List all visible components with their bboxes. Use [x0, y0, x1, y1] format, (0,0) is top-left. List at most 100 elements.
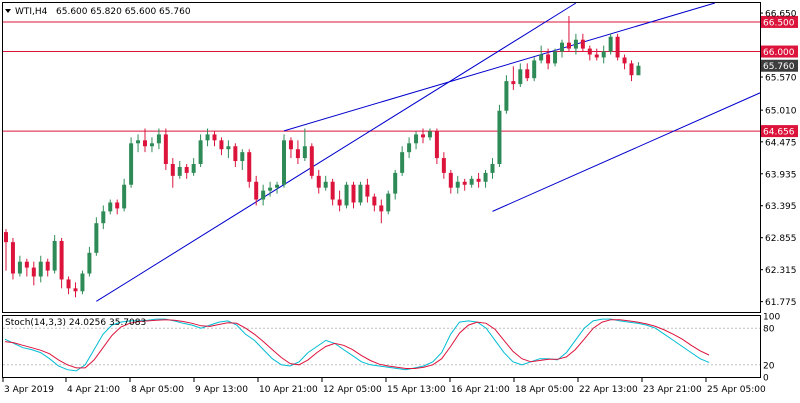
- candle: [608, 33, 613, 55]
- candle: [594, 48, 599, 61]
- candle: [427, 128, 432, 141]
- candle: [275, 181, 280, 194]
- candle-body: [233, 146, 238, 162]
- candle: [504, 75, 509, 114]
- candle-body: [365, 184, 370, 197]
- candle: [309, 143, 314, 179]
- candle: [205, 128, 210, 147]
- candle: [636, 62, 641, 76]
- candle-body: [177, 166, 182, 176]
- price-tick-label: 65.570: [765, 73, 797, 83]
- candle: [247, 149, 252, 188]
- level-price-text: 66.500: [763, 18, 795, 28]
- candle-body: [594, 54, 599, 58]
- candle: [497, 104, 502, 167]
- candle: [170, 158, 175, 188]
- candle-body: [490, 164, 495, 173]
- trend-channels: [96, 2, 761, 302]
- price-tick-label: 63.395: [765, 202, 797, 212]
- candle: [129, 137, 134, 188]
- candle: [136, 134, 141, 153]
- candle-body: [282, 140, 286, 185]
- candle-body: [462, 181, 467, 185]
- price-tick-label: 62.315: [765, 266, 797, 276]
- candle-body: [268, 187, 273, 191]
- candle-body: [539, 54, 544, 61]
- price-tick-label: 63.935: [765, 170, 797, 180]
- candle-body: [219, 140, 224, 150]
- candle-body: [351, 184, 356, 203]
- time-tick-label: 18 Apr 05:00: [515, 385, 574, 395]
- candle: [240, 149, 245, 170]
- price-plot-frame: [2, 2, 761, 313]
- stoch-scale-label: 80: [763, 325, 775, 335]
- candle: [219, 137, 224, 156]
- price-tick-label: 66.650: [765, 10, 797, 20]
- candle-body: [532, 60, 537, 79]
- price-tick-label: 65.010: [765, 107, 797, 117]
- candle: [587, 45, 592, 61]
- collapse-triangle-icon[interactable]: [5, 9, 11, 13]
- candle-body: [504, 81, 509, 111]
- candle: [469, 175, 474, 188]
- level-price-text: 66.000: [763, 48, 795, 58]
- candle: [365, 178, 370, 203]
- candle: [566, 16, 571, 52]
- candle: [560, 39, 564, 58]
- time-tick-label: 4 Apr 21:00: [67, 385, 120, 395]
- stoch-main-line: [4, 318, 710, 372]
- candle: [546, 48, 551, 70]
- candle: [184, 164, 189, 179]
- candle: [73, 282, 78, 298]
- candle: [421, 128, 425, 144]
- candle-body: [31, 267, 36, 277]
- candle: [351, 181, 356, 209]
- candle: [143, 128, 147, 153]
- channel-line[interactable]: [492, 92, 761, 212]
- candle: [629, 60, 634, 82]
- candle-body: [198, 140, 203, 165]
- candle: [330, 178, 335, 206]
- time-tick-label: 9 Apr 13:00: [195, 385, 248, 395]
- candle: [261, 184, 266, 206]
- candle: [163, 128, 168, 170]
- time-tick-label: 25 Apr 05:00: [707, 385, 766, 395]
- time-tick-label: 22 Apr 13:00: [579, 385, 638, 395]
- candle-body: [560, 42, 564, 52]
- candle-body: [566, 42, 571, 49]
- candle-body: [601, 51, 606, 58]
- candle-body: [448, 172, 453, 188]
- candle: [10, 238, 15, 280]
- candle-body: [421, 134, 425, 138]
- candle-body: [455, 181, 460, 188]
- symbol-label: WTI,H4: [15, 7, 48, 17]
- candle-body: [184, 166, 189, 173]
- candle-body: [129, 143, 134, 185]
- candle-body: [511, 81, 516, 85]
- candle: [17, 255, 22, 277]
- candle: [539, 45, 544, 64]
- channel-line[interactable]: [283, 2, 716, 132]
- candle-body: [622, 57, 627, 64]
- stoch-scale-label: 20: [763, 361, 775, 371]
- candle-body: [337, 199, 342, 206]
- candle-body: [379, 205, 384, 212]
- candle: [462, 178, 467, 191]
- candle: [108, 199, 113, 215]
- price-tick-label: 61.775: [765, 298, 797, 308]
- candle-body: [434, 131, 439, 159]
- candle-body: [226, 146, 231, 150]
- candle-body: [17, 261, 22, 274]
- channel-line[interactable]: [96, 2, 577, 302]
- candle: [372, 193, 377, 212]
- candle-body: [629, 63, 634, 76]
- ohlc-values: 65.600 65.820 65.600 65.760: [56, 7, 191, 17]
- candle-body: [101, 211, 106, 224]
- candle-body: [52, 240, 57, 271]
- candle: [455, 175, 460, 194]
- level-price-tag: [761, 15, 798, 28]
- candle-body: [163, 134, 168, 165]
- candle-body: [518, 69, 523, 85]
